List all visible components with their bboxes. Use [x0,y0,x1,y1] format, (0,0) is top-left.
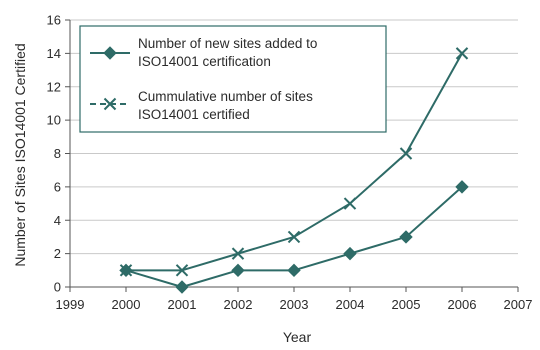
x-tick-label: 2000 [112,297,141,312]
y-tick-label: 6 [54,179,61,194]
x-marker-stroke [343,197,357,210]
y-tick-label: 8 [54,146,61,161]
cumulative-sites-point [231,247,245,260]
legend-label-line: ISO14001 certified [138,107,250,122]
x-tick-label: 2004 [336,297,365,312]
new-sites-point [455,180,469,194]
x-axis-title: Year [283,329,312,345]
axes: 0 2 4 6 8 10 12 14 16 1999 2000 2001 2002 2003 2004 200… [47,13,533,313]
y-tick-label: 16 [47,13,61,28]
y-axis-title: Number of Sites ISO14001 Certified [12,43,28,266]
x-marker-stroke [119,264,133,277]
legend-box [79,25,387,133]
y-tick-label: 12 [47,79,61,94]
legend-label-line: ISO14001 certification [138,54,271,69]
x-marker-stroke [399,147,413,160]
y-tick-label: 4 [54,213,61,228]
new-sites-point [343,246,357,261]
legend-label-line: Number of new sites added to [138,36,317,51]
cumulative-sites-point [287,230,301,244]
x-marker-stroke [103,97,117,111]
y-tick-label: 0 [54,280,61,295]
new-sites-point [399,230,413,244]
cumulative-sites-point [119,264,133,277]
y-tick-label: 2 [54,246,61,261]
cumulative-sites-point [175,264,189,277]
cumulative-sites-point [343,197,357,210]
legend-label-line: Cummulative number of sites [138,89,313,104]
x-tick-label: 1999 [56,297,85,312]
new-sites-point [175,280,189,294]
x-marker-stroke [231,247,245,260]
cumulative-sites-point [455,47,469,60]
cumulative-sites-point [399,147,413,160]
x-tick-label: 2002 [224,297,253,312]
legend-x-marker [103,97,117,111]
legend-diamond-marker [103,46,117,60]
x-tick-label: 2007 [504,297,533,312]
legend-entry-new-sites: Number of new sites added to ISO14001 cer… [90,36,317,69]
x-marker-stroke [287,230,301,244]
x-tick-label: 2005 [392,297,421,312]
x-marker-stroke [455,47,469,60]
x-tick-label: 2003 [280,297,309,312]
y-tick-label: 10 [47,113,61,128]
y-tick-label: 14 [47,46,61,61]
x-marker-stroke [175,264,189,277]
legend-entry-cumulative-sites: Cummulative number of sites ISO14001 cert… [90,89,313,122]
legend: Number of new sites added to ISO14001 cer… [79,25,387,133]
new-sites-point [231,263,245,278]
x-tick-label: 2001 [168,297,197,312]
new-sites-point [287,263,301,278]
series-group [119,47,469,294]
x-tick-label: 2006 [448,297,477,312]
